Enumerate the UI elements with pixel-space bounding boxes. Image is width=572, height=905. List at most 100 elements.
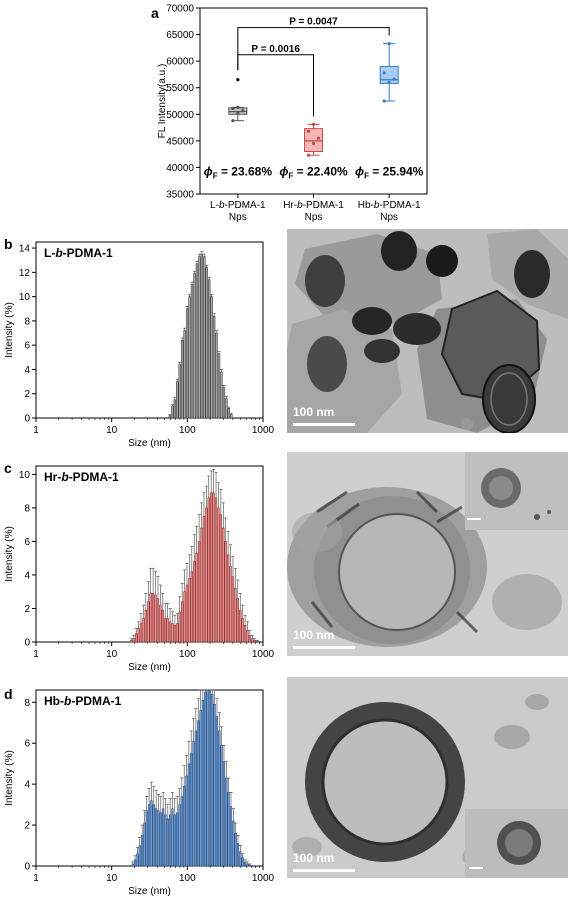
histogram-bar — [199, 710, 202, 867]
x-axis-label: Size (nm) — [128, 438, 171, 449]
y-tick-label: 8 — [24, 698, 30, 709]
histogram-bar — [168, 621, 172, 643]
x-tick-label: 1000 — [252, 649, 275, 660]
quantum-yield-label: ϕF = 25.94% — [355, 164, 424, 180]
histogram-bar — [205, 507, 208, 643]
histogram-bar — [208, 689, 212, 867]
histogram-bar — [234, 833, 237, 867]
x-tick-label: Hb-b-PDMA-1 — [358, 200, 421, 211]
y-tick-label: 14 — [19, 244, 31, 255]
histogram-bar — [180, 340, 184, 419]
histogram-bar — [149, 593, 152, 643]
data-point — [316, 136, 321, 140]
histogram-bar — [219, 514, 223, 643]
histogram-bar — [246, 863, 249, 867]
histogram-bar — [130, 640, 133, 643]
histogram-bar — [243, 861, 247, 867]
histogram-bar — [192, 740, 195, 867]
p-value-label: P = 0.0047 — [289, 17, 338, 28]
histogram-bar — [230, 414, 233, 419]
histogram-bar — [220, 371, 223, 419]
histogram-bar — [207, 497, 210, 643]
data-point — [387, 80, 391, 84]
x-axis-label: Size (nm) — [128, 662, 171, 673]
histogram-bar — [142, 618, 145, 643]
histogram-bar — [185, 584, 189, 643]
y-tick-label: 0 — [24, 638, 30, 649]
histogram-bar — [173, 624, 177, 643]
histogram-bar — [132, 638, 135, 643]
histogram-bar — [145, 810, 148, 867]
histogram-bar — [183, 330, 186, 419]
histogram-bar — [156, 598, 160, 643]
histogram-bar — [176, 623, 179, 643]
y-axis-label: FL Intensity(a.u.) — [157, 64, 168, 139]
chart-title: Hb-b-PDMA-1 — [44, 694, 122, 708]
tem-image-e: 100 nm — [287, 229, 568, 433]
x-tick-label: 100 — [179, 873, 196, 884]
histogram-bar — [227, 792, 230, 867]
x-tick-label: 10 — [106, 425, 118, 436]
x-tick-label-line2: Nps — [380, 212, 398, 223]
histogram-bar — [202, 516, 206, 643]
histogram-bar — [204, 691, 207, 867]
y-tick-label: 6 — [24, 537, 30, 548]
histogram-bar — [131, 863, 134, 867]
chart-title-part: -PDMA-1 — [71, 694, 121, 708]
histogram-bar — [226, 554, 230, 643]
histogram-bar — [239, 851, 242, 867]
quantum-yield-label: ϕF = 23.68% — [204, 164, 273, 180]
histogram-bar — [157, 810, 160, 867]
histogram-bar — [161, 609, 164, 643]
histogram-bar — [176, 812, 179, 867]
y-tick-label: 4 — [24, 570, 30, 581]
data-point — [306, 129, 311, 133]
histogram-bar — [220, 745, 223, 867]
histogram-bar — [208, 279, 211, 419]
histogram-bar — [147, 601, 150, 643]
histogram-bar — [139, 623, 143, 643]
scale-bar-f — [293, 646, 355, 649]
histogram-bar — [241, 857, 244, 867]
x-tick-label-part: b — [374, 200, 380, 211]
x-tick-label: Hr-b-PDMA-1 — [283, 200, 344, 211]
y-tick-label: 4 — [24, 780, 30, 791]
x-tick-label: L-b-PDMA-1 — [210, 200, 266, 211]
x-tick-label-part: -PDMA-1 — [225, 200, 267, 211]
x-tick-label-part: Hr- — [283, 200, 297, 211]
histogram-bar — [154, 594, 157, 643]
y-tick-label: 8 — [24, 503, 30, 514]
histogram-bar — [246, 630, 249, 643]
data-point — [236, 105, 240, 109]
outlier-point — [236, 78, 240, 82]
y-tick-label: 70000 — [166, 4, 194, 15]
histogram-bar — [183, 785, 186, 867]
histogram-bar — [236, 843, 240, 867]
histogram-bar — [166, 618, 169, 643]
histogram-bar — [217, 507, 220, 643]
quantum-yield-symbol: ϕ — [204, 164, 213, 178]
histogram-bar — [171, 808, 174, 867]
histogram-bar — [164, 814, 167, 867]
x-tick-label: 10 — [106, 649, 118, 660]
histogram-bar — [212, 492, 215, 643]
histogram-bar — [173, 399, 176, 419]
chart-title-part: b — [61, 470, 68, 484]
y-tick-label: 10 — [19, 470, 31, 481]
chart-title-part: L- — [44, 246, 55, 260]
histogram-bar — [195, 263, 199, 419]
histogram-bar — [211, 693, 214, 867]
chart-title-part: Hr- — [44, 470, 61, 484]
histogram-bar — [210, 492, 213, 643]
histogram-bar — [185, 308, 189, 419]
histogram-bar — [200, 253, 204, 419]
histogram-bar — [218, 730, 221, 867]
quantum-yield-label: ϕF = 22.40% — [279, 164, 348, 180]
histogram-bar — [200, 527, 203, 643]
y-tick-label: 0 — [24, 414, 30, 425]
y-tick-label: 8 — [24, 316, 30, 327]
chart-title-part: b — [64, 694, 71, 708]
y-tick-label: 0 — [24, 862, 30, 873]
chart-title: Hr-b-PDMA-1 — [44, 470, 119, 484]
